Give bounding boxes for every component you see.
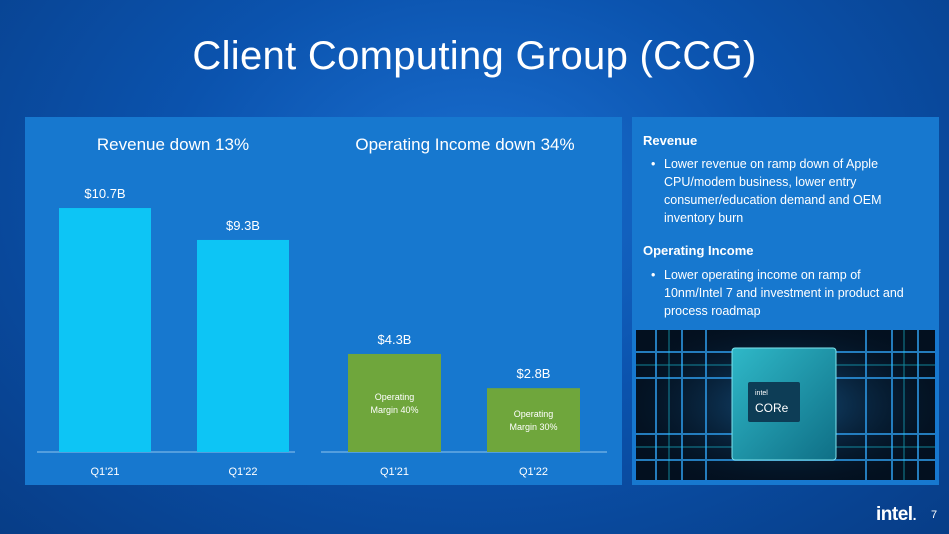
chart-title: Revenue down 13% [97, 135, 249, 154]
data-label: $2.8B [517, 366, 551, 381]
x-tick-label: Q1'22 [228, 466, 257, 478]
operating-income-heading: Operating Income [643, 243, 754, 258]
bar-annotation: Operating [375, 392, 415, 402]
slide-title: Client Computing Group (CCG) [192, 34, 757, 78]
bullet-marker: • [651, 268, 656, 282]
revenue-bullet: • Lower revenue on ramp down of Apple CP… [651, 155, 921, 227]
x-tick-label: Q1'21 [380, 466, 409, 478]
bar [197, 239, 289, 452]
charts-svg: Revenue down 13% $10.7B Q1'21 $9.3B Q1'22 Ope… [37, 135, 607, 478]
data-label: $9.3B [226, 218, 260, 233]
x-tick-label: Q1'22 [519, 466, 548, 478]
intel-logo: intel. [876, 504, 917, 526]
intel-logo-text: intel [876, 504, 913, 525]
operating-income-bullet-text: Lower operating income on ramp of 10nm/I… [664, 268, 904, 318]
bar [348, 353, 441, 452]
intel-core-chip-image: intel CORe [636, 330, 935, 480]
revenue-heading: Revenue [643, 133, 698, 148]
logo-dot: . [912, 507, 917, 523]
bar-annotation: Operating [514, 409, 554, 419]
bar-annotation: Margin 40% [370, 405, 418, 415]
bar [59, 208, 151, 452]
chip-name-text: CORe [755, 401, 789, 415]
bar-annotation: Margin 30% [509, 422, 557, 432]
notes-panel: Revenue • Lower revenue on ramp down of … [632, 117, 939, 485]
chart-title: Operating Income down 34% [355, 135, 574, 154]
data-label: $4.3B [378, 332, 412, 347]
chip-brand-text: intel [755, 390, 768, 397]
bar [487, 388, 580, 452]
operating-income-bullet: • Lower operating income on ramp of 10nm… [651, 266, 921, 320]
bullet-marker: • [651, 157, 656, 171]
page-number: 7 [931, 509, 938, 521]
data-label: $10.7B [84, 186, 125, 201]
revenue-bullet-text: Lower revenue on ramp down of Apple CPU/… [664, 157, 882, 225]
x-tick-label: Q1'21 [90, 466, 119, 478]
charts-panel: Revenue down 13% $10.7B Q1'21 $9.3B Q1'22 Ope… [25, 117, 622, 485]
chip-illustration: intel CORe [636, 330, 935, 480]
